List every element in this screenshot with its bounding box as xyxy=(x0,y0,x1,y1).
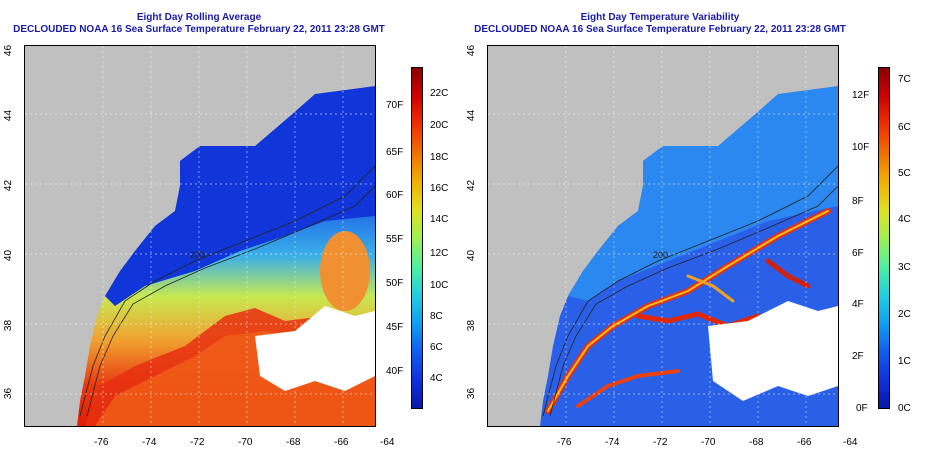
cb-label-c: 2C xyxy=(898,309,911,320)
shelf-cold-water xyxy=(105,86,375,306)
coast-north xyxy=(663,61,838,146)
contour-20 xyxy=(86,185,375,417)
x-tick: -64 xyxy=(843,437,858,448)
x-tick: -72 xyxy=(653,437,668,448)
colorbar-average xyxy=(411,67,423,409)
y-tick: 38 xyxy=(3,319,15,332)
cb-label-c: 7C xyxy=(898,74,911,85)
cb-label-f: 12F xyxy=(852,90,870,101)
cb-label-f: 6F xyxy=(852,248,864,259)
y-tick: 44 xyxy=(3,109,15,122)
y-tick: 36 xyxy=(3,387,15,400)
y-tick: 42 xyxy=(466,179,478,192)
panel-average-title: Eight Day Rolling Average DECLOUDED NOAA… xyxy=(13,12,385,35)
cb-label-f: 70F xyxy=(386,100,404,111)
cloud-patch xyxy=(255,306,375,391)
x-tick: -70 xyxy=(701,437,716,448)
graticule xyxy=(488,46,838,426)
x-tick: -66 xyxy=(334,437,349,448)
cb-label-f: 50F xyxy=(386,278,404,289)
y-tick: 40 xyxy=(466,249,478,262)
coast-north xyxy=(200,61,375,146)
cb-label-c: 1C xyxy=(898,356,911,367)
contour-label: 200 xyxy=(653,250,668,260)
cb-label-c: 6C xyxy=(898,122,911,133)
shelf-region xyxy=(568,86,838,301)
contour-200 xyxy=(79,165,375,417)
cb-label-f: 55F xyxy=(386,234,404,245)
x-tick: -64 xyxy=(380,437,395,448)
warm-eddy xyxy=(320,231,370,311)
cb-label-f: 8F xyxy=(852,196,864,207)
cb-label-f: 4F xyxy=(852,299,864,310)
cb-label-c: 8C xyxy=(430,311,443,322)
contour-label: 200 xyxy=(190,250,205,260)
x-tick: -70 xyxy=(238,437,253,448)
cb-label-c: 5C xyxy=(898,168,911,179)
x-tick: -72 xyxy=(190,437,205,448)
x-tick: -76 xyxy=(94,437,109,448)
colorbar-variability xyxy=(878,67,890,409)
x-tick: -66 xyxy=(797,437,812,448)
cb-label-f: 2F xyxy=(852,351,864,362)
cb-label-c: 0C xyxy=(898,403,911,414)
y-tick: 44 xyxy=(466,109,478,122)
cb-label-f: 45F xyxy=(386,322,404,333)
sst-variability-map-graphic: 200 xyxy=(488,46,838,426)
cb-label-c: 3C xyxy=(898,262,911,273)
sst-average-map-graphic: 200 xyxy=(25,46,375,426)
x-tick: -76 xyxy=(557,437,572,448)
x-tick: -74 xyxy=(142,437,157,448)
cb-label-c: 22C xyxy=(430,88,449,99)
cb-label-f: 60F xyxy=(386,190,404,201)
x-tick: -68 xyxy=(286,437,301,448)
y-tick: 40 xyxy=(3,249,15,262)
cb-label-f: 40F xyxy=(386,366,404,377)
cb-label-c: 6C xyxy=(430,342,443,353)
cb-label-c: 16C xyxy=(430,183,449,194)
sst-average-map[interactable]: 200 xyxy=(24,45,376,427)
x-tick: -74 xyxy=(605,437,620,448)
y-tick: 46 xyxy=(3,44,15,57)
cb-label-c: 18C xyxy=(430,152,449,163)
cb-label-c: 14C xyxy=(430,214,449,225)
cb-label-c: 4C xyxy=(898,214,911,225)
cb-label-c: 20C xyxy=(430,120,449,131)
y-tick: 46 xyxy=(466,44,478,57)
panel-variability-title: Eight Day Temperature Variability DECLOU… xyxy=(474,12,846,35)
cb-label-c: 10C xyxy=(430,280,449,291)
graticule xyxy=(25,46,375,426)
contour-20 xyxy=(549,185,838,417)
cb-label-c: 12C xyxy=(430,248,449,259)
contour-200 xyxy=(542,165,838,417)
cb-label-f: 65F xyxy=(386,147,404,158)
sst-variability-map[interactable]: 200 xyxy=(487,45,839,427)
x-tick: -68 xyxy=(749,437,764,448)
y-tick: 42 xyxy=(3,179,15,192)
cloud-patch xyxy=(708,301,838,401)
cb-label-f: 0F xyxy=(856,403,868,414)
y-tick: 36 xyxy=(466,387,478,400)
cb-label-c: 4C xyxy=(430,373,443,384)
y-tick: 38 xyxy=(466,319,478,332)
cb-label-f: 10F xyxy=(852,142,870,153)
